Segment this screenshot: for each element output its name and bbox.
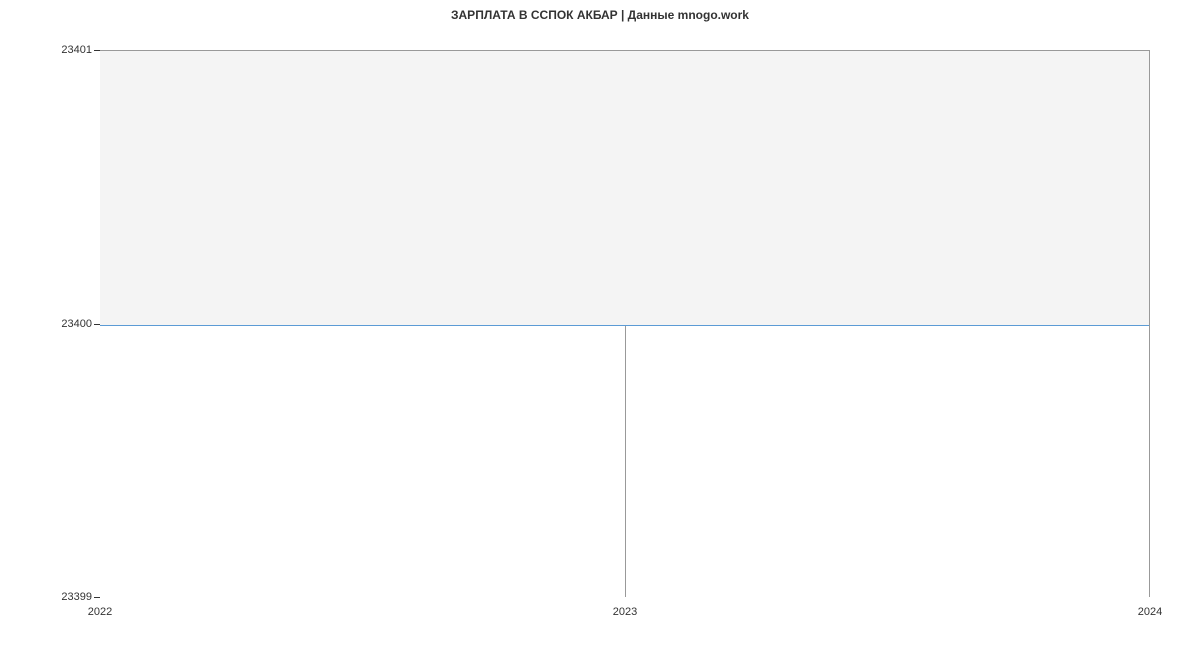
y-tick-label: 23399 [56,591,92,603]
y-tick-label: 23401 [56,44,92,56]
y-tick-mark [94,50,100,51]
x-tick-label: 2023 [613,606,637,618]
x-tick-label: 2024 [1138,606,1162,618]
y-tick-mark [94,324,100,325]
chart-container: ЗАРПЛАТА В ССПОК АКБАР | Данные mnogo.wo… [0,0,1200,650]
chart-title: ЗАРПЛАТА В ССПОК АКБАР | Данные mnogo.wo… [0,8,1200,22]
series-fill [100,51,1149,325]
plot-area [100,50,1150,597]
x-tick-label: 2022 [88,606,112,618]
series-line [100,325,1149,326]
y-tick-mark [94,597,100,598]
y-tick-label: 23400 [56,318,92,330]
